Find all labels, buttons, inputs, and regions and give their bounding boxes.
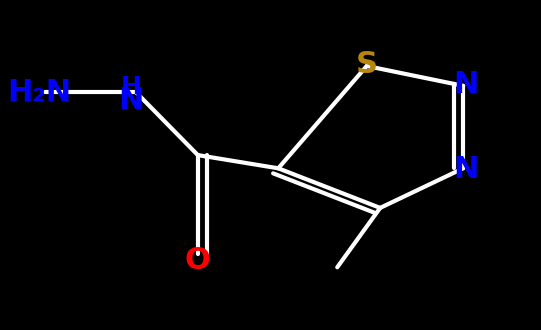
Text: N: N (453, 70, 479, 99)
Text: N: N (118, 86, 143, 115)
Text: H₂N: H₂N (8, 78, 72, 107)
Text: O: O (185, 246, 211, 275)
Text: N: N (453, 155, 479, 184)
Text: H: H (121, 76, 141, 99)
Text: S: S (356, 50, 378, 79)
